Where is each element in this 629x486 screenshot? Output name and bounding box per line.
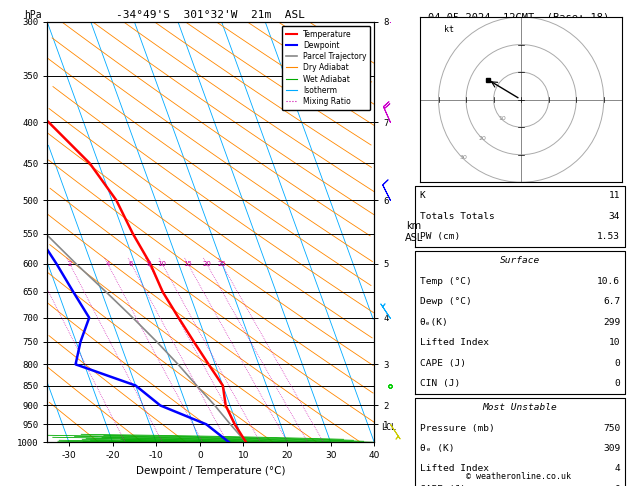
Text: CIN (J): CIN (J) bbox=[420, 379, 460, 388]
Text: θₑ(K): θₑ(K) bbox=[420, 318, 448, 327]
Text: Lifted Index: Lifted Index bbox=[420, 338, 489, 347]
Legend: Temperature, Dewpoint, Parcel Trajectory, Dry Adiabat, Wet Adiabat, Isotherm, Mi: Temperature, Dewpoint, Parcel Trajectory… bbox=[282, 26, 370, 110]
Text: 15: 15 bbox=[184, 261, 192, 267]
Text: Surface: Surface bbox=[500, 257, 540, 265]
X-axis label: Dewpoint / Temperature (°C): Dewpoint / Temperature (°C) bbox=[136, 466, 286, 476]
Text: θₑ (K): θₑ (K) bbox=[420, 444, 454, 453]
Text: 34: 34 bbox=[609, 212, 620, 221]
Text: © weatheronline.co.uk: © weatheronline.co.uk bbox=[467, 472, 571, 481]
Text: 1.53: 1.53 bbox=[597, 232, 620, 241]
Y-axis label: km
ASL: km ASL bbox=[404, 221, 423, 243]
Text: CAPE (J): CAPE (J) bbox=[420, 359, 466, 367]
Text: 10: 10 bbox=[609, 338, 620, 347]
Text: 04.05.2024  12GMT  (Base: 18): 04.05.2024 12GMT (Base: 18) bbox=[428, 12, 610, 22]
Text: Totals Totals: Totals Totals bbox=[420, 212, 494, 221]
Text: 2: 2 bbox=[68, 261, 72, 267]
Title: -34°49'S  301°32'W  21m  ASL: -34°49'S 301°32'W 21m ASL bbox=[116, 10, 305, 20]
Text: 10: 10 bbox=[158, 261, 167, 267]
Text: Most Unstable: Most Unstable bbox=[482, 403, 557, 412]
Text: Temp (°C): Temp (°C) bbox=[420, 277, 472, 286]
Text: Lifted Index: Lifted Index bbox=[420, 465, 489, 473]
Text: 0: 0 bbox=[615, 359, 620, 367]
Text: 309: 309 bbox=[603, 444, 620, 453]
Text: 10.6: 10.6 bbox=[597, 277, 620, 286]
Text: 11: 11 bbox=[609, 191, 620, 200]
Text: hPa: hPa bbox=[25, 10, 42, 20]
Text: CAPE (J): CAPE (J) bbox=[420, 485, 466, 486]
Text: Dewp (°C): Dewp (°C) bbox=[420, 297, 472, 306]
Text: 6: 6 bbox=[129, 261, 133, 267]
Text: Pressure (mb): Pressure (mb) bbox=[420, 424, 494, 433]
Text: 8: 8 bbox=[146, 261, 151, 267]
Text: 299: 299 bbox=[603, 318, 620, 327]
Text: 6.7: 6.7 bbox=[603, 297, 620, 306]
Text: 4: 4 bbox=[106, 261, 110, 267]
Text: 0: 0 bbox=[615, 485, 620, 486]
Text: LCL: LCL bbox=[381, 423, 396, 432]
Text: 4: 4 bbox=[615, 465, 620, 473]
Text: K: K bbox=[420, 191, 426, 200]
Text: 25: 25 bbox=[218, 261, 226, 267]
Text: 20: 20 bbox=[203, 261, 211, 267]
Text: PW (cm): PW (cm) bbox=[420, 232, 460, 241]
Text: 750: 750 bbox=[603, 424, 620, 433]
Text: 0: 0 bbox=[615, 379, 620, 388]
